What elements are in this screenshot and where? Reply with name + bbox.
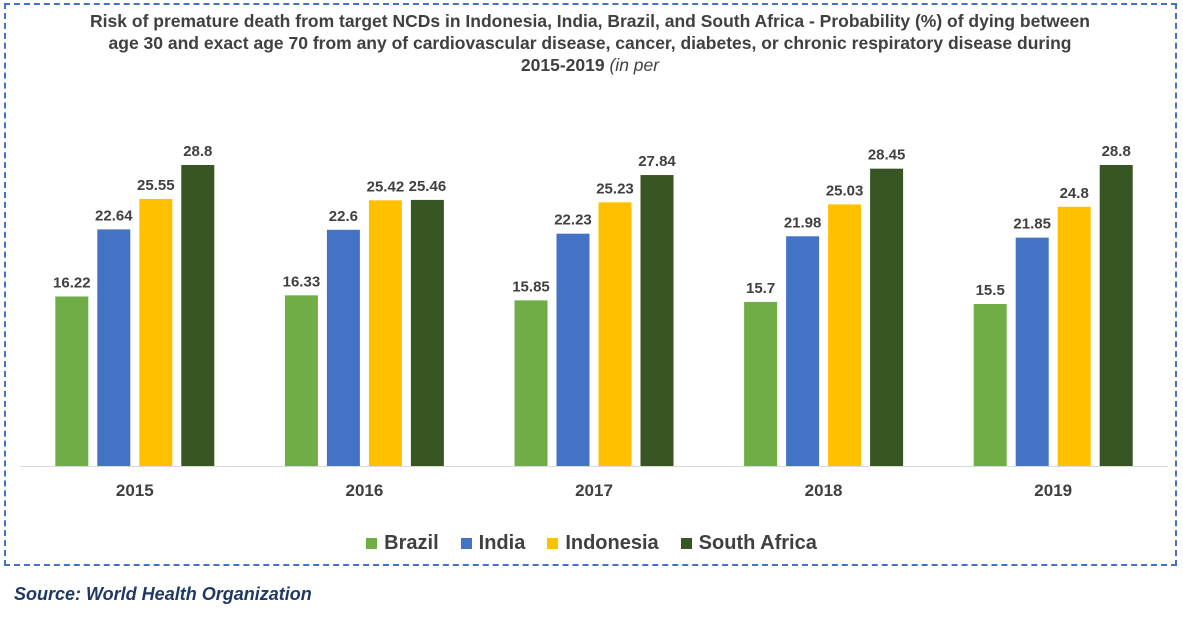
bar-south-africa-2017 xyxy=(640,175,674,467)
bar-brazil-2019 xyxy=(973,304,1007,466)
bar-south-africa-2019 xyxy=(1099,165,1133,466)
data-label-south-africa-2018: 28.45 xyxy=(868,147,906,164)
data-label-india-2015: 22.64 xyxy=(95,207,133,224)
x-tick-label-2018: 2018 xyxy=(805,481,843,500)
data-label-india-2017: 22.23 xyxy=(554,212,592,229)
bar-indonesia-2016 xyxy=(368,200,402,467)
bar-india-2017 xyxy=(556,233,590,466)
bar-indonesia-2017 xyxy=(598,202,632,466)
bar-brazil-2017 xyxy=(514,300,548,466)
legend-swatch xyxy=(366,538,378,549)
legend-item-brazil: Brazil xyxy=(366,532,439,555)
legend-swatch xyxy=(460,538,472,549)
data-label-india-2019: 21.85 xyxy=(1013,216,1051,233)
x-tick-label-2019: 2019 xyxy=(1034,481,1072,500)
bar-brazil-2018 xyxy=(744,301,778,466)
chart-title-suffix: (in per xyxy=(609,55,660,75)
data-label-indonesia-2017: 25.23 xyxy=(596,180,634,197)
data-label-indonesia-2016: 25.42 xyxy=(367,178,405,195)
data-label-south-africa-2016: 25.46 xyxy=(409,178,447,195)
legend-label: India xyxy=(478,532,526,554)
chart-title-main: Risk of premature death from target NCDs… xyxy=(90,11,1090,75)
legend-label: South Africa xyxy=(698,532,817,554)
legend-item-indonesia: Indonesia xyxy=(547,532,659,555)
bar-brazil-2016 xyxy=(284,295,318,466)
data-label-indonesia-2018: 25.03 xyxy=(826,182,864,199)
x-tick-label-2015: 2015 xyxy=(116,481,154,500)
bar-india-2018 xyxy=(786,236,820,466)
bar-indonesia-2018 xyxy=(828,204,862,466)
data-label-brazil-2015: 16.22 xyxy=(53,274,91,291)
data-label-south-africa-2019: 28.8 xyxy=(1102,143,1131,160)
legend-item-south-africa: South Africa xyxy=(680,532,817,555)
data-label-indonesia-2019: 24.8 xyxy=(1060,185,1089,202)
data-label-indonesia-2015: 25.55 xyxy=(137,177,175,194)
data-label-india-2016: 22.6 xyxy=(329,208,358,225)
legend-item-india: India xyxy=(460,532,526,555)
bar-indonesia-2019 xyxy=(1057,206,1091,467)
bar-india-2019 xyxy=(1015,237,1049,466)
legend-swatch xyxy=(680,538,692,549)
legend-label: Brazil xyxy=(384,532,439,554)
bar-brazil-2015 xyxy=(55,296,89,466)
data-label-brazil-2018: 15.7 xyxy=(746,280,775,297)
data-label-india-2018: 21.98 xyxy=(784,214,822,231)
bar-india-2015 xyxy=(97,229,131,466)
chart-legend: Brazil India Indonesia South Africa xyxy=(0,532,1183,555)
legend-label: Indonesia xyxy=(565,532,659,554)
legend-swatch xyxy=(547,538,559,549)
x-tick-label-2016: 2016 xyxy=(345,481,383,500)
bar-south-africa-2018 xyxy=(870,168,904,466)
data-label-brazil-2017: 15.85 xyxy=(512,278,550,295)
chart-frame xyxy=(4,3,1177,566)
data-label-south-africa-2015: 28.8 xyxy=(183,143,212,160)
data-label-south-africa-2017: 27.84 xyxy=(638,153,676,170)
x-tick-label-2017: 2017 xyxy=(575,481,613,500)
data-label-brazil-2016: 16.33 xyxy=(283,273,321,290)
bar-south-africa-2015 xyxy=(181,165,215,466)
bar-south-africa-2016 xyxy=(410,199,444,466)
source-note: Source: World Health Organization xyxy=(14,584,312,604)
bar-indonesia-2015 xyxy=(139,198,173,466)
bar-india-2016 xyxy=(326,229,360,466)
chart-title: Risk of premature death from target NCDs… xyxy=(90,10,1090,76)
data-label-brazil-2019: 15.5 xyxy=(976,282,1005,299)
